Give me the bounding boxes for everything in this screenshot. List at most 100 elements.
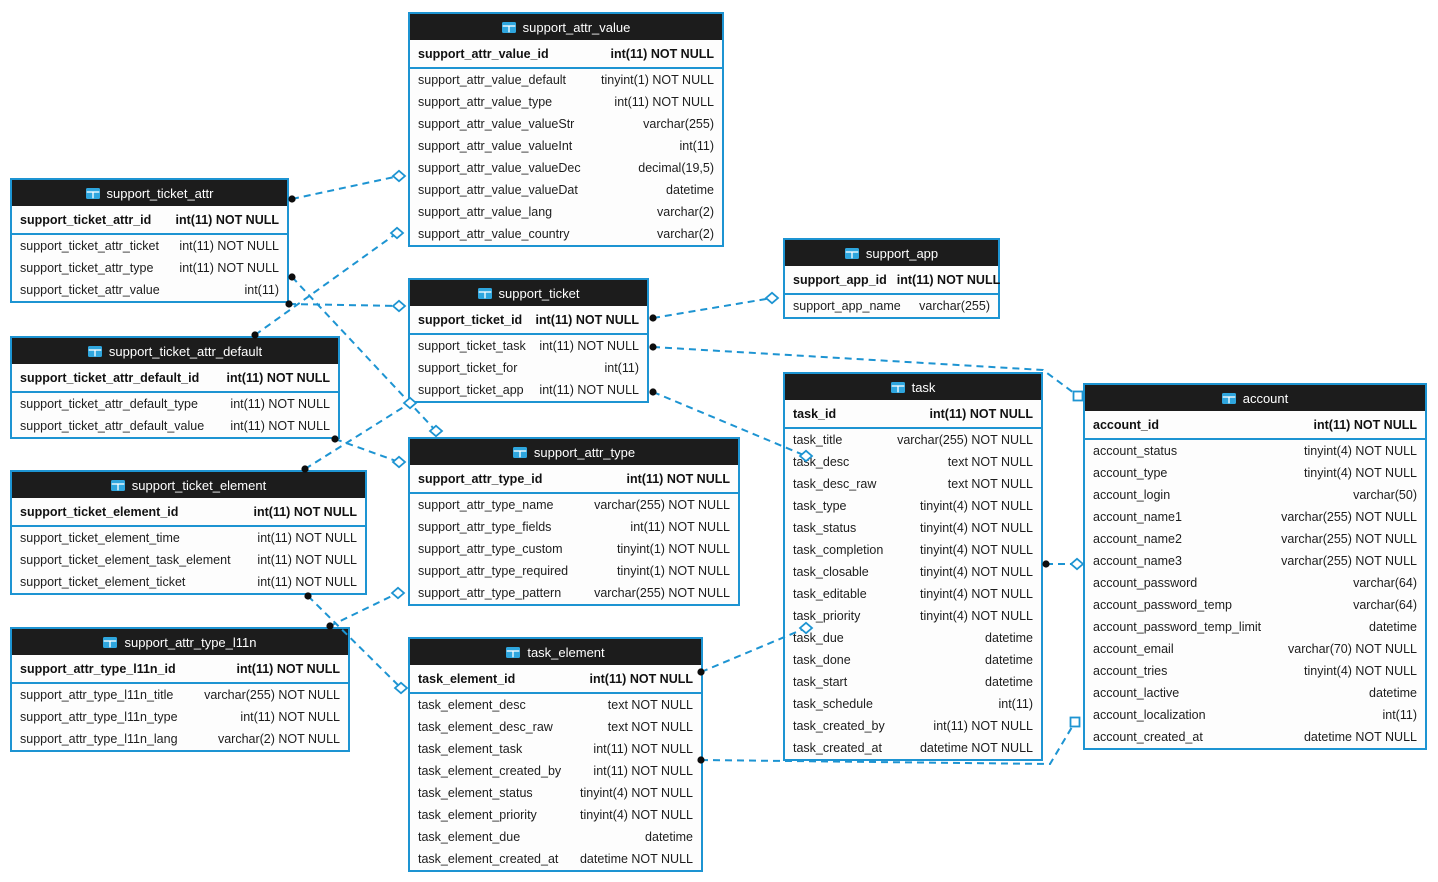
relation-line[interactable] xyxy=(329,592,399,627)
field-name: task_title xyxy=(793,433,843,447)
field-type: int(11) NOT NULL xyxy=(626,471,730,486)
table-icon xyxy=(890,381,905,393)
table-title-support_attr_type_l11n[interactable]: support_attr_type_l11n xyxy=(12,629,348,655)
table-support_ticket_attr[interactable]: support_ticket_attr support_ticket_attr_i… xyxy=(10,178,289,303)
field-type: int(11) NOT NULL xyxy=(257,575,357,589)
field-name: task_closable xyxy=(793,565,869,579)
field-row-support_attr_value_valueDat: support_attr_value_valueDat datetime xyxy=(410,179,722,201)
field-row-task_desc: task_desc text NOT NULL xyxy=(785,451,1041,473)
relation-line[interactable] xyxy=(334,438,400,463)
field-type: int(11) NOT NULL xyxy=(539,339,639,353)
field-type: int(11) NOT NULL xyxy=(179,239,279,253)
field-type: int(11) NOT NULL xyxy=(929,406,1033,421)
field-row-support_attr_type_fields: support_attr_type_fields int(11) NOT NULL xyxy=(410,516,738,538)
field-name: support_ticket_task xyxy=(418,339,526,353)
field-row-task_type: task_type tinyint(4) NOT NULL xyxy=(785,495,1041,517)
field-row-account_name2: account_name2 varchar(255) NOT NULL xyxy=(1085,528,1425,550)
pk-row-task_id: task_id int(11) NOT NULL xyxy=(785,400,1041,429)
table-title-support_attr_type[interactable]: support_attr_type xyxy=(410,439,738,465)
table-support_attr_type_l11n[interactable]: support_attr_type_l11n support_attr_type_… xyxy=(10,627,350,752)
field-type: int(11) xyxy=(679,139,714,153)
relation-line[interactable] xyxy=(288,303,400,307)
field-type: datetime xyxy=(985,631,1033,645)
relation-line[interactable] xyxy=(291,175,400,200)
pk-row-support_attr_type_l11n_id: support_attr_type_l11n_id int(11) NOT NUL… xyxy=(12,655,348,684)
relation-line[interactable] xyxy=(254,232,398,336)
field-name: task_status xyxy=(793,521,857,535)
field-type: tinyint(4) NOT NULL xyxy=(920,499,1033,513)
table-title-account[interactable]: account xyxy=(1085,385,1425,411)
field-name: support_attr_type_custom xyxy=(418,542,563,556)
field-name: support_ticket_attr_ticket xyxy=(20,239,159,253)
field-name: account_password xyxy=(1093,576,1198,590)
field-name: support_ticket_attr_default_value xyxy=(20,419,205,433)
field-row-support_attr_type_l11n_lang: support_attr_type_l11n_lang varchar(2) NO… xyxy=(12,728,348,750)
field-name: task_due xyxy=(793,631,844,645)
table-support_attr_type[interactable]: support_attr_type support_attr_type_id int… xyxy=(408,437,740,606)
field-name: support_ticket_attr_value xyxy=(20,283,160,297)
field-row-support_ticket_for: support_ticket_for int(11) xyxy=(410,357,647,379)
field-type: int(11) NOT NULL xyxy=(257,553,357,567)
table-support_ticket_attr_default[interactable]: support_ticket_attr_default support_ticke… xyxy=(10,336,340,439)
table-title-support_app[interactable]: support_app xyxy=(785,240,998,266)
table-support_ticket_element[interactable]: support_ticket_element support_ticket_ele… xyxy=(10,470,367,595)
field-row-account_type: account_type tinyint(4) NOT NULL xyxy=(1085,462,1425,484)
relation-line[interactable] xyxy=(652,346,1079,397)
field-row-task_element_created_by: task_element_created_by int(11) NOT NULL xyxy=(410,760,701,782)
field-type: int(11) NOT NULL xyxy=(933,719,1033,733)
relation-line[interactable] xyxy=(652,297,773,319)
field-row-task_editable: task_editable tinyint(4) NOT NULL xyxy=(785,583,1041,605)
table-title-support_ticket_attr[interactable]: support_ticket_attr xyxy=(12,180,287,206)
field-name: support_attr_type_l11n_title xyxy=(20,688,174,702)
field-row-support_ticket_element_time: support_ticket_element_time int(11) NOT N… xyxy=(12,527,365,549)
field-name: support_attr_type_name xyxy=(418,498,554,512)
table-title-support_ticket[interactable]: support_ticket xyxy=(410,280,647,306)
table-title-support_ticket_element[interactable]: support_ticket_element xyxy=(12,472,365,498)
table-task[interactable]: task task_id int(11) NOT NULL task_title var… xyxy=(783,372,1043,761)
table-name: support_ticket_attr_default xyxy=(108,343,263,359)
field-name: account_tries xyxy=(1093,664,1168,678)
table-account[interactable]: account account_id int(11) NOT NULL account… xyxy=(1083,383,1427,750)
field-row-account_name3: account_name3 varchar(255) NOT NULL xyxy=(1085,550,1425,572)
field-row-support_ticket_task: support_ticket_task int(11) NOT NULL xyxy=(410,335,647,357)
field-type: tinyint(4) NOT NULL xyxy=(1304,466,1417,480)
table-title-support_attr_value[interactable]: support_attr_value xyxy=(410,14,722,40)
relation-line[interactable] xyxy=(700,721,1076,766)
relation-line[interactable] xyxy=(652,391,807,457)
table-title-task_element[interactable]: task_element xyxy=(410,639,701,665)
field-type: varchar(2) xyxy=(657,205,714,219)
pk-row-support_attr_value_id: support_attr_value_id int(11) NOT NULL xyxy=(410,40,722,69)
field-row-account_password_temp: account_password_temp varchar(64) xyxy=(1085,594,1425,616)
field-name: account_created_at xyxy=(1093,730,1203,744)
field-row-support_attr_value_lang: support_attr_value_lang varchar(2) xyxy=(410,201,722,223)
relation-line[interactable] xyxy=(307,595,402,689)
field-name: support_attr_type_required xyxy=(418,564,569,578)
table-icon xyxy=(1221,392,1236,404)
table-support_app[interactable]: support_app support_app_id int(11) NOT NUL… xyxy=(783,238,1000,319)
table-support_ticket[interactable]: support_ticket support_ticket_id int(11) N… xyxy=(408,278,649,403)
field-row-support_attr_value_valueDec: support_attr_value_valueDec decimal(19,5) xyxy=(410,157,722,179)
field-name: support_ticket_element_time xyxy=(20,531,180,545)
field-name: support_attr_value_valueDat xyxy=(418,183,578,197)
table-task_element[interactable]: task_element task_element_id int(11) NOT N… xyxy=(408,637,703,872)
field-row-task_element_due: task_element_due datetime xyxy=(410,826,701,848)
field-row-account_tries: account_tries tinyint(4) NOT NULL xyxy=(1085,660,1425,682)
field-row-task_element_priority: task_element_priority tinyint(4) NOT NULL xyxy=(410,804,701,826)
field-type: int(11) NOT NULL xyxy=(236,661,340,676)
relation-line[interactable] xyxy=(700,627,807,673)
table-title-support_ticket_attr_default[interactable]: support_ticket_attr_default xyxy=(12,338,338,364)
table-support_attr_value[interactable]: support_attr_value support_attr_value_id i… xyxy=(408,12,724,247)
field-type: int(11) NOT NULL xyxy=(253,504,357,519)
field-type: int(11) NOT NULL xyxy=(230,419,330,433)
field-row-support_attr_type_required: support_attr_type_required tinyint(1) NOT… xyxy=(410,560,738,582)
table-title-task[interactable]: task xyxy=(785,374,1041,400)
field-type: text NOT NULL xyxy=(947,477,1033,491)
relation-line[interactable] xyxy=(304,402,411,470)
field-name: support_ticket_element_task_element xyxy=(20,553,231,567)
field-type: varchar(70) NOT NULL xyxy=(1288,642,1417,656)
field-row-task_priority: task_priority tinyint(4) NOT NULL xyxy=(785,605,1041,627)
table-name: task xyxy=(911,379,936,395)
relation-support_ticket_attr_ticket-support_ticket xyxy=(285,299,407,313)
field-type: int(11) NOT NULL xyxy=(610,46,714,61)
